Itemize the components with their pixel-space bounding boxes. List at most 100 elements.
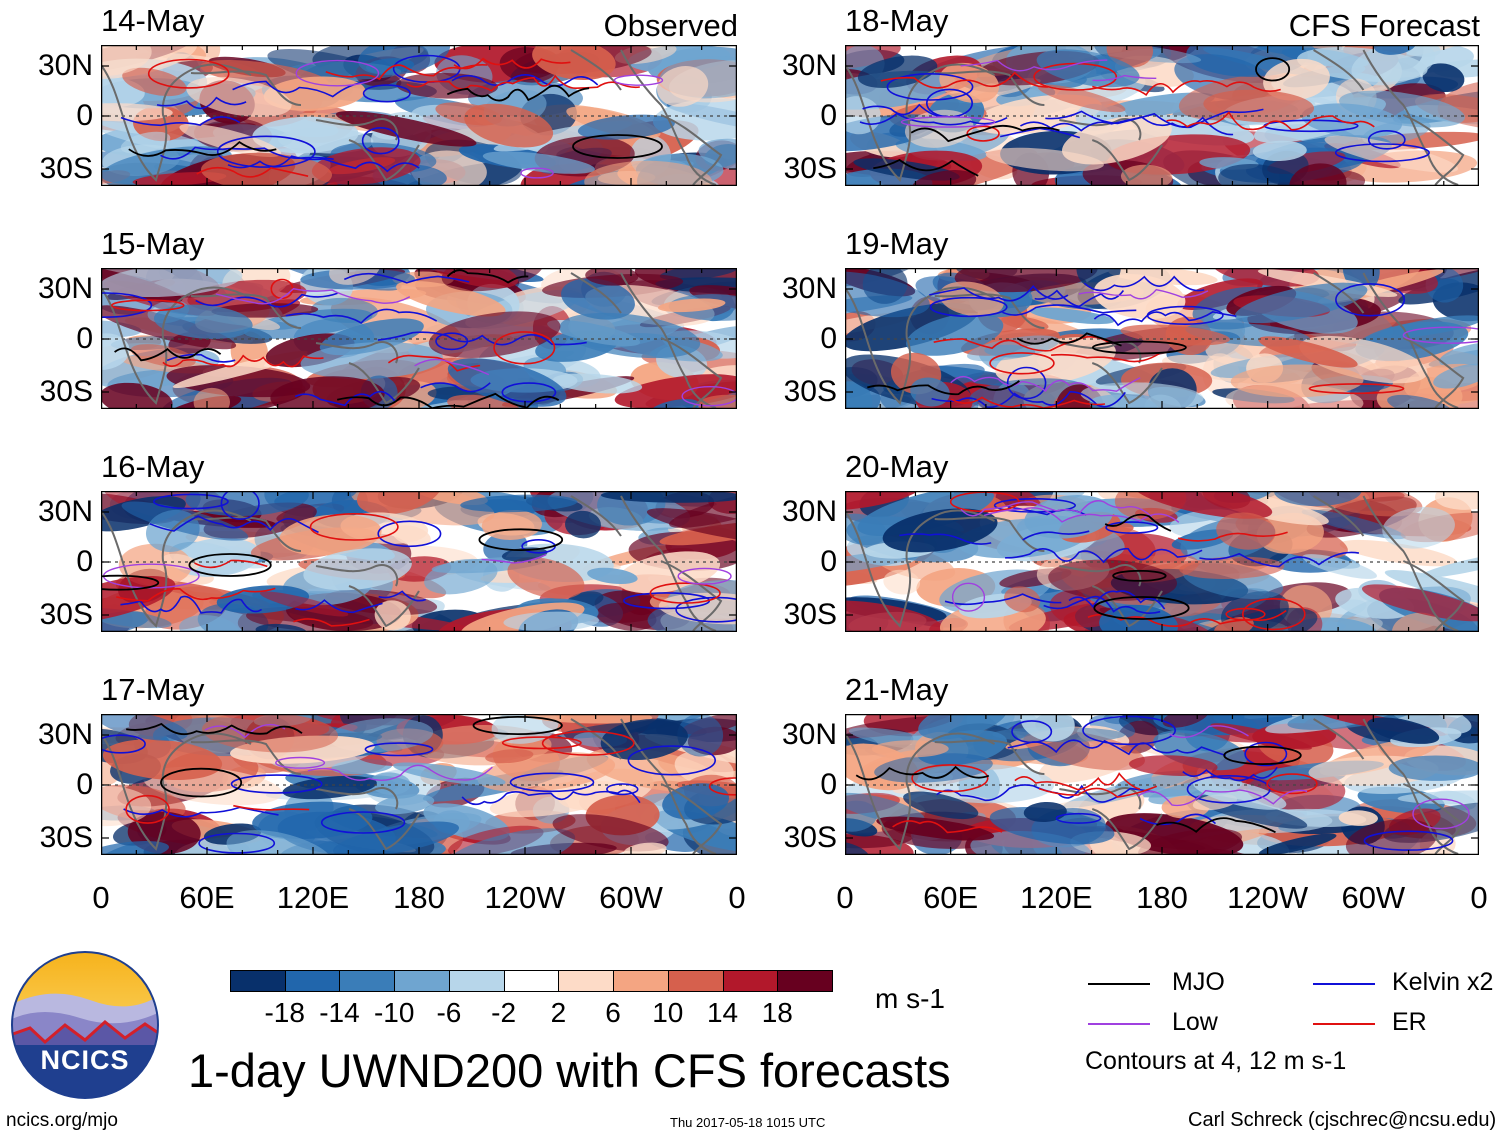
anomaly-shading (1302, 554, 1377, 579)
anomaly-shading (600, 719, 688, 761)
contour-line (1014, 772, 1141, 791)
colorbar-tick-label: 10 (652, 997, 684, 1028)
anomaly-shading (1203, 89, 1315, 123)
contour-line (446, 84, 590, 102)
contour-line (116, 587, 276, 602)
coastline (315, 564, 399, 587)
contour-line (114, 347, 222, 362)
wind-anomaly-map (845, 45, 1479, 186)
contour-line (153, 493, 229, 510)
anomaly-shading (1120, 324, 1230, 346)
coastline (348, 808, 420, 851)
ncics-logo: NCICS (10, 950, 160, 1100)
contour-line (1082, 715, 1176, 746)
coastline (660, 114, 723, 186)
contour-line (1055, 812, 1102, 824)
contour-line (899, 533, 992, 545)
latitude-tick-label: 0 (820, 99, 837, 132)
anomaly-shading (1433, 363, 1479, 389)
contour-line (275, 756, 326, 769)
latitude-tick-label: 30N (781, 495, 837, 528)
anomaly-shading (1388, 714, 1472, 734)
coastline (348, 139, 420, 182)
colorbar-swatch (503, 970, 560, 992)
anomaly-shading (1004, 586, 1041, 613)
contour-line (520, 167, 554, 179)
anomaly-shading (460, 494, 578, 513)
anomaly-shading (1023, 801, 1067, 823)
contour-line (196, 166, 309, 178)
anomaly-shading (954, 268, 1098, 293)
contour-line (862, 103, 948, 118)
anomaly-shading (532, 45, 616, 81)
anomaly-shading (1422, 63, 1465, 93)
contour-line (453, 57, 571, 70)
legend-label: ER (1392, 1008, 1427, 1036)
contour-line (1022, 530, 1090, 541)
anomaly-shading (989, 807, 1115, 845)
anomaly-shading (577, 114, 675, 140)
anomaly-shading (101, 45, 152, 77)
timestamp: Thu 2017-05-18 1015 UTC (670, 1115, 826, 1130)
latitude-tick-label: 30S (39, 152, 93, 185)
contour-line (627, 745, 716, 776)
contour-line (1006, 366, 1047, 400)
colorbar-tick-label: 2 (550, 997, 567, 1028)
contour-line (1078, 288, 1209, 300)
coastline (1091, 362, 1163, 405)
anomaly-shading (918, 714, 1008, 740)
longitude-tick-label: 60W (1341, 880, 1406, 915)
contour-line (859, 112, 1008, 126)
anomaly-shading (482, 151, 596, 174)
latitude-tick-label: 0 (76, 99, 93, 132)
latitude-tick-label: 30N (781, 272, 837, 305)
contour-line (993, 497, 1076, 513)
contour-line (606, 783, 639, 796)
legend-label: Low (1172, 1008, 1218, 1036)
coastline (1313, 49, 1365, 91)
contour-line (377, 331, 587, 346)
longitude-tick-label: 120W (484, 880, 566, 915)
latitude-tick-label: 30N (37, 272, 93, 305)
contour-line (681, 386, 737, 407)
latitude-tick-label: 30S (783, 375, 837, 408)
anomaly-shading (1425, 268, 1464, 303)
coastline (934, 739, 1045, 775)
colorbar-tick-label: -2 (491, 997, 517, 1028)
contour-line (541, 730, 635, 756)
anomaly-shading (656, 66, 709, 107)
coastline (348, 362, 420, 405)
anomaly-shading (1230, 364, 1364, 398)
coastline (1313, 495, 1365, 537)
colorbar-swatch (613, 970, 669, 992)
contour-line (149, 515, 319, 534)
anomaly-shading (565, 510, 601, 539)
contour-line (478, 528, 564, 552)
contour-line (481, 554, 547, 564)
longitude-tick-label: 180 (393, 880, 445, 915)
contour-line (1335, 283, 1406, 317)
contour-note: Contours at 4, 12 m s-1 (1085, 1047, 1347, 1075)
coastline (845, 732, 995, 851)
anomaly-shading (845, 600, 944, 632)
contour-line (295, 59, 380, 87)
coastline (1313, 718, 1365, 760)
colorbar-swatch (394, 970, 450, 992)
anomaly-shading (1216, 512, 1276, 550)
coastline (101, 63, 252, 182)
latitude-tick-label: 30N (37, 49, 93, 82)
contour-line (613, 74, 664, 86)
colorbar-swatch (448, 970, 505, 992)
contour-line (1367, 130, 1406, 150)
latitude-tick-label: 30S (783, 598, 837, 631)
contour-line (983, 507, 1180, 523)
anomaly-shading (396, 280, 506, 317)
coastline (190, 293, 302, 329)
panel-date-label: 15-May (101, 226, 205, 261)
website-link[interactable]: ncics.org/mjo (6, 1110, 118, 1131)
contour-line (1223, 745, 1302, 766)
coastline (1362, 272, 1459, 409)
anomaly-shading (1420, 551, 1479, 578)
anomaly-shading (871, 740, 949, 758)
contour-line (1166, 111, 1375, 131)
